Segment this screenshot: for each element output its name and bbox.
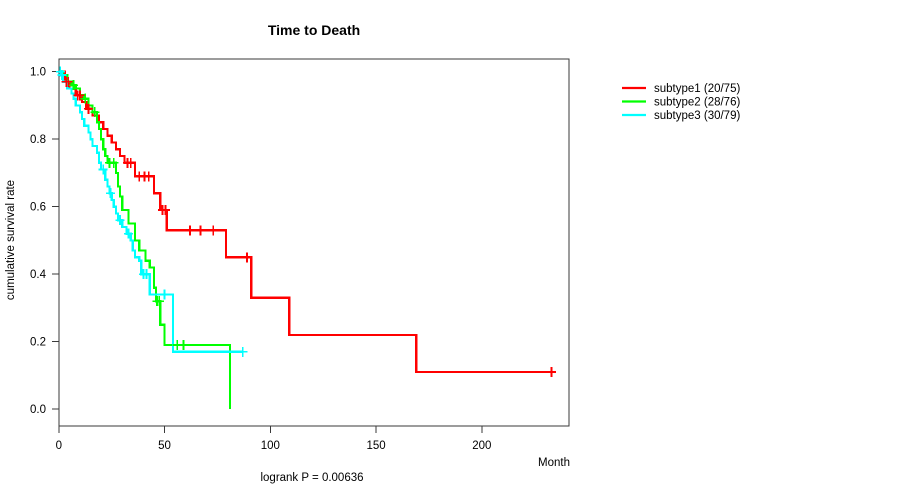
curve-subtype1 bbox=[58, 70, 552, 374]
curve-subtype3 bbox=[58, 70, 243, 353]
legend-label-subtype3: subtype3 (30/79) bbox=[654, 110, 740, 122]
chart-title: Time to Death bbox=[268, 22, 360, 38]
x-tick-label: 150 bbox=[366, 440, 385, 452]
x-tick-label: 200 bbox=[472, 440, 491, 452]
legend: subtype1 (20/75) subtype2 (28/76) subtyp… bbox=[622, 83, 740, 122]
x-tick-label: 0 bbox=[56, 440, 62, 452]
y-tick-label: 0.6 bbox=[30, 202, 46, 214]
legend-item-subtype2: subtype2 (28/76) bbox=[622, 97, 740, 109]
logrank-annotation: logrank P = 0.00636 bbox=[260, 472, 363, 484]
x-tick-label: 100 bbox=[261, 440, 280, 452]
y-tick-label: 0.0 bbox=[30, 404, 46, 416]
survival-curves bbox=[58, 70, 552, 410]
censor-marks-subtype1 bbox=[61, 76, 557, 378]
y-tick-label: 1.0 bbox=[30, 67, 46, 79]
legend-item-subtype1: subtype1 (20/75) bbox=[622, 83, 740, 95]
y-tick-label: 0.8 bbox=[30, 134, 46, 146]
x-tick-label: 50 bbox=[158, 440, 171, 452]
x-axis-label: Month bbox=[538, 457, 570, 469]
censor-marks-subtype3 bbox=[55, 66, 248, 357]
legend-label-subtype1: subtype1 (20/75) bbox=[654, 83, 740, 95]
y-tick-label: 0.4 bbox=[30, 269, 47, 281]
legend-label-subtype2: subtype2 (28/76) bbox=[654, 97, 740, 109]
plot-border bbox=[58, 58, 570, 427]
legend-item-subtype3: subtype3 (30/79) bbox=[622, 110, 740, 122]
y-axis: 0.0 0.2 0.4 0.6 0.8 1.0 bbox=[30, 67, 59, 416]
y-tick-label: 0.2 bbox=[30, 337, 46, 349]
censor-marks bbox=[55, 66, 557, 378]
y-axis-label: cumulative survival rate bbox=[5, 180, 17, 300]
x-axis: 0 50 100 150 200 bbox=[56, 426, 491, 452]
censor-marks-subtype2 bbox=[69, 80, 189, 351]
